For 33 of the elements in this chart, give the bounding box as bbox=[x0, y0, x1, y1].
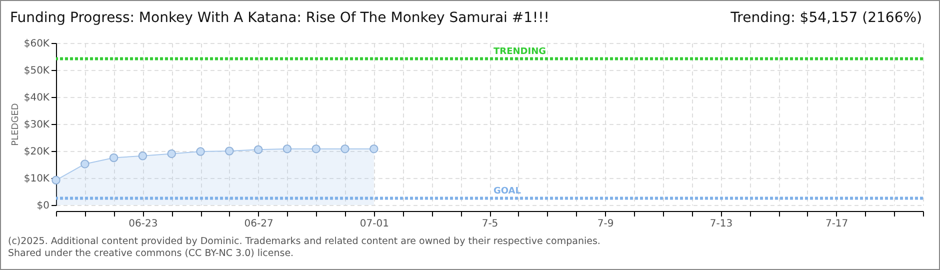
point bbox=[225, 146, 234, 156]
chart-title: Funding Progress: Monkey With A Katana: Rise Of The Monkey Samurai #1!!! bbox=[10, 10, 550, 26]
ref-line-label: GOAL bbox=[494, 186, 522, 196]
point bbox=[370, 144, 378, 154]
point bbox=[138, 151, 148, 160]
point bbox=[109, 153, 118, 162]
point bbox=[196, 147, 205, 156]
y-tick-label: $40K bbox=[24, 92, 50, 104]
y-tick-label: $30K bbox=[24, 120, 50, 130]
x-tick-label: 07-01 bbox=[360, 218, 389, 230]
y-axis-title: PLEDGED bbox=[10, 103, 21, 146]
point bbox=[52, 176, 60, 185]
x-tick-label: 06-27 bbox=[244, 218, 274, 230]
text: (c)2025. Additional content provided by Dominic. Trademarks and related content are owned by their respective companies. bbox=[8, 236, 600, 248]
y-tick-label: $0 bbox=[36, 200, 50, 212]
y-tick-label: $60K bbox=[24, 38, 50, 50]
point bbox=[80, 160, 90, 168]
x-tick-label: 06-23 bbox=[128, 218, 158, 230]
x-tick-label: 7-17 bbox=[825, 218, 848, 230]
x-tick-label: 7-5 bbox=[482, 218, 498, 230]
chart-subtitle: Trending: $54,157 (2166%) bbox=[730, 10, 922, 26]
ref-line-label: TRENDING bbox=[494, 46, 546, 57]
y-tick-label: $20K bbox=[24, 146, 50, 158]
x-tick-label: 7-9 bbox=[597, 218, 614, 230]
point bbox=[167, 149, 176, 158]
y-tick-label: $50K bbox=[24, 66, 50, 76]
text: Shared under the creative commons (CC BY-NC 3.0) license. bbox=[8, 248, 295, 260]
point bbox=[340, 144, 350, 154]
y-tick-label: $10K bbox=[24, 174, 50, 184]
x-tick-label: 7-13 bbox=[710, 218, 733, 230]
point bbox=[312, 144, 320, 154]
point bbox=[282, 144, 292, 154]
point bbox=[254, 145, 263, 154]
